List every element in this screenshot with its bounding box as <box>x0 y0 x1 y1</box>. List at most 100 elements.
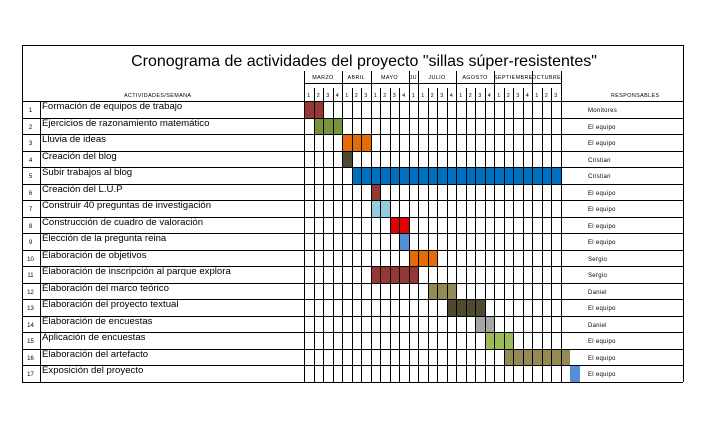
responsable-name: Daniel <box>588 322 607 329</box>
responsable-name: El equipo <box>588 372 616 378</box>
row-number: 8 <box>28 223 33 230</box>
month-label: OCTUBRE <box>532 75 562 81</box>
activity-name: Formación de equipos de trabajo <box>42 101 183 112</box>
grid-line <box>342 88 343 382</box>
responsable-name: El equipo <box>588 306 616 312</box>
week-number: 1 <box>497 93 501 99</box>
month-label: SEPTIEMBRE <box>494 75 533 81</box>
week-number: 3 <box>478 93 482 99</box>
grid-line <box>683 45 684 382</box>
grid-line <box>22 167 683 168</box>
grid-line <box>551 88 552 382</box>
activity-name: Elaboración del artefacto <box>42 348 149 360</box>
grid-line <box>22 45 23 382</box>
grid-line <box>22 315 683 317</box>
activity-name: Elaboración de encuestas <box>42 315 153 327</box>
gantt-bar <box>399 234 409 250</box>
grid-line <box>22 200 683 201</box>
week-number: 4 <box>402 93 406 99</box>
activity-name: Creación del L.U.P <box>42 183 123 195</box>
grid-line <box>418 71 419 101</box>
activity-name: Construir 40 preguntas de investigación <box>42 200 212 211</box>
week-number: 2 <box>316 93 320 99</box>
responsable-name: Sergio <box>588 273 608 279</box>
grid-line <box>22 117 683 119</box>
gantt-bar <box>427 283 456 299</box>
row-number: 3 <box>28 141 33 147</box>
grid-line <box>446 88 448 382</box>
grid-line <box>399 88 400 382</box>
week-number: 2 <box>506 93 510 99</box>
responsables-header: RESPONSABLES <box>611 93 660 99</box>
grid-line <box>380 88 381 382</box>
gantt-bar <box>313 118 342 134</box>
grid-line <box>513 88 514 382</box>
page-title: Cronograma de actividades del proyecto "… <box>131 53 597 70</box>
row-number: 13 <box>27 306 34 312</box>
responsable-name: Sergio <box>588 256 608 263</box>
responsable-name: El equipo <box>588 339 616 345</box>
grid-line <box>532 88 533 382</box>
week-number: 3 <box>516 93 520 99</box>
grid-line <box>40 101 41 382</box>
activity-name: Aplicación de encuestas <box>42 332 146 343</box>
grid-line <box>22 249 683 251</box>
gantt-bar <box>484 333 513 349</box>
row-number: 14 <box>27 322 34 329</box>
gantt-bar <box>408 250 437 266</box>
week-number: 4 <box>335 93 339 99</box>
week-number: 2 <box>383 93 387 99</box>
grid-line <box>437 88 438 382</box>
week-number: 3 <box>364 93 368 99</box>
grid-line <box>361 88 362 382</box>
activities-header: ACTIVIDADES/SEMANA <box>124 93 192 99</box>
gantt-bar <box>342 151 352 167</box>
month-label: MAYO <box>380 75 399 81</box>
grid-line <box>22 150 683 152</box>
week-number: 1 <box>459 93 463 99</box>
responsable-name: El equipo <box>588 141 616 147</box>
grid-line <box>560 71 562 101</box>
grid-line <box>408 88 410 382</box>
grid-line <box>22 216 683 218</box>
row-number: 16 <box>27 355 34 362</box>
gantt-bar <box>503 349 570 365</box>
activity-name: Subir trabajos al blog <box>42 167 133 178</box>
responsable-name: El equipo <box>588 124 616 131</box>
grid-line <box>22 183 683 185</box>
grid-line <box>560 71 562 382</box>
row-number: 17 <box>27 372 34 378</box>
week-number: 4 <box>525 93 529 99</box>
week-number: 2 <box>544 93 548 99</box>
grid-line <box>22 134 683 135</box>
activity-name: Elaboración del marco teórico <box>42 282 169 294</box>
week-number: 1 <box>411 93 415 99</box>
activity-name: Elaboración del proyecto textual <box>42 299 179 310</box>
month-label: AGOSTO <box>462 75 488 81</box>
grid-line <box>323 88 324 382</box>
week-number: 3 <box>554 93 558 99</box>
gantt-bar <box>570 366 580 382</box>
row-number: 2 <box>28 124 33 131</box>
grid-line <box>22 299 683 300</box>
grid-line <box>456 71 457 101</box>
grid-line <box>22 365 683 366</box>
grid-line <box>22 233 683 234</box>
week-number: 4 <box>487 93 491 99</box>
month-label: JU <box>409 75 417 81</box>
activity-name: Exposición del proyecto <box>42 365 144 376</box>
row-number: 6 <box>28 190 33 197</box>
row-number: 15 <box>27 339 34 345</box>
responsable-name: El equipo <box>588 207 616 213</box>
grid-line <box>22 332 683 333</box>
grid-line <box>494 88 495 382</box>
week-number: 2 <box>468 93 472 99</box>
responsable-name: El equipo <box>588 240 616 246</box>
gantt-bar <box>342 135 371 151</box>
grid-line <box>370 71 372 101</box>
grid-line <box>418 88 419 382</box>
grid-line <box>22 266 683 267</box>
grid-line <box>389 88 391 382</box>
week-number: 1 <box>373 93 377 99</box>
